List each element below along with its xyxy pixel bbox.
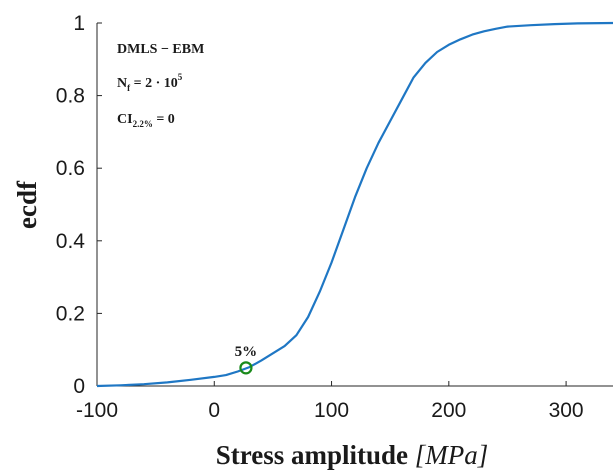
series — [96, 21, 613, 388]
x-tick-label: 300 — [549, 399, 584, 422]
x-tick-label: 100 — [314, 399, 349, 422]
axis-titles: Stress amplitude [MPa] ecdf — [12, 180, 488, 470]
axes — [96, 23, 613, 387]
y-tick-label: 0.4 — [56, 230, 86, 253]
annotation-line-2: Nf = 2 · 105 — [117, 72, 183, 93]
annotation-line-3: CI2.2% = 0 — [117, 112, 175, 129]
y-tick-label: 0.6 — [56, 157, 85, 180]
percentile-marker-label: 5% — [235, 344, 258, 360]
x-axis-title: Stress amplitude [MPa] — [216, 440, 489, 470]
x-tick-label: 200 — [431, 399, 466, 422]
y-tick-label: 0 — [73, 375, 85, 398]
x-tick-label: -100 — [76, 399, 118, 422]
annotations: DMLS − EBM Nf = 2 · 105 CI2.2% = 0 — [117, 42, 204, 129]
x-tick-label: 0 — [208, 399, 220, 422]
y-tick-label: 1 — [73, 12, 85, 35]
ecdf-series-line — [96, 21, 613, 388]
y-tick-label: 0.2 — [56, 302, 85, 325]
y-axis-title: ecdf — [12, 180, 42, 229]
y-tick-label: 0.8 — [56, 85, 85, 108]
percentile-marker — [239, 361, 253, 375]
annotation-line-1: DMLS − EBM — [117, 42, 204, 57]
marker-group: 5% — [235, 344, 258, 375]
